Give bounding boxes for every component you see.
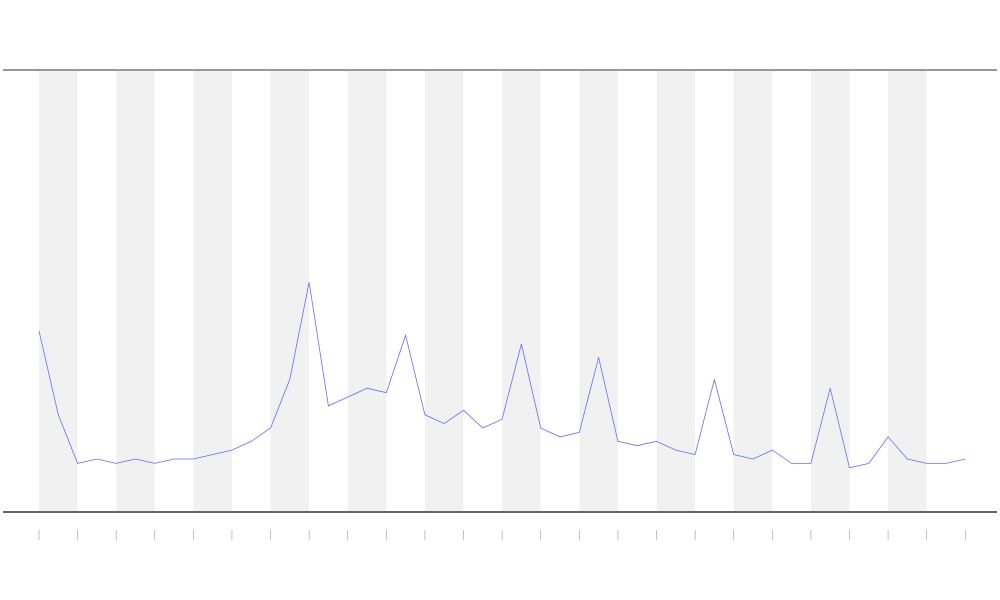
band <box>38 71 78 511</box>
band <box>502 71 541 511</box>
band <box>116 71 155 511</box>
band <box>270 71 310 511</box>
band <box>579 71 618 511</box>
band <box>656 71 696 511</box>
band <box>888 71 927 511</box>
series-line <box>38 282 966 469</box>
band <box>424 71 464 511</box>
band <box>733 71 773 511</box>
band <box>193 71 232 511</box>
background-bands <box>38 71 927 511</box>
band <box>347 71 387 511</box>
